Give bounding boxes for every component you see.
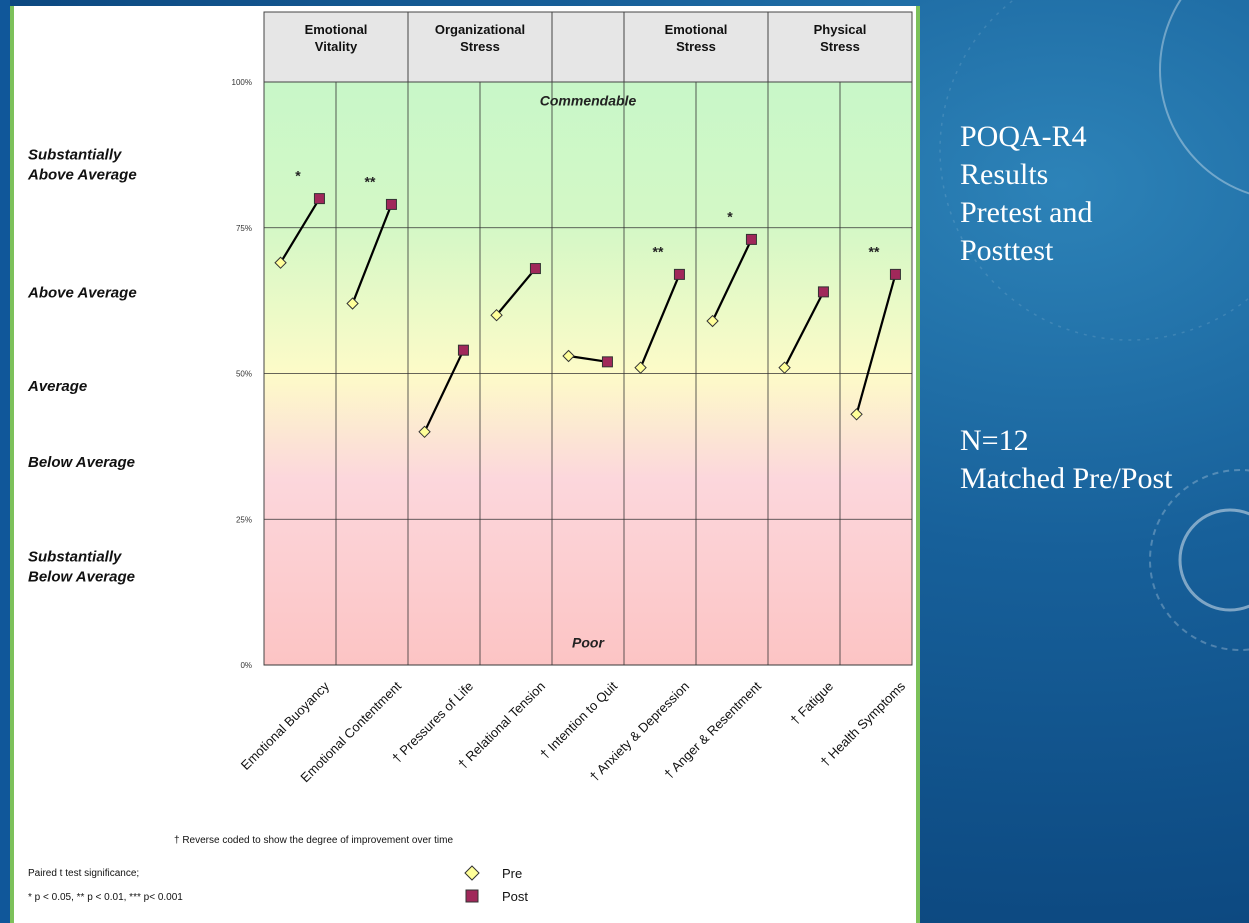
- performance-band-label: Below Average: [28, 454, 135, 471]
- legend-label: Post: [502, 889, 528, 904]
- performance-band-label: Above Average: [27, 285, 137, 302]
- title-line: Pretest and: [960, 196, 1093, 229]
- significance-mark: *: [727, 208, 733, 224]
- title-line: POQA-R4: [960, 120, 1087, 153]
- change-line: [783, 291, 825, 369]
- post-marker: [745, 233, 757, 245]
- legend-post-marker: [465, 889, 479, 903]
- group-header-label: Emotional Stress: [665, 22, 728, 54]
- pre-marker: [490, 308, 503, 322]
- deco-ring: [1178, 508, 1249, 612]
- y-tick-label: 50%: [236, 370, 252, 379]
- header-cell: [551, 11, 625, 83]
- significance-note: Paired t test significance;: [28, 868, 139, 879]
- pre-marker: [418, 425, 431, 439]
- significance-mark: *: [295, 168, 301, 184]
- chart-panel: Substantially Above Average Above Average A…: [10, 6, 920, 923]
- pre-marker: [634, 361, 647, 374]
- zone-label-top: Commendable: [540, 92, 637, 108]
- significance-note: * p < 0.05, ** p < 0.01, *** p< 0.001: [28, 892, 183, 903]
- change-line: [855, 274, 897, 415]
- sample-size-note: N=12 Matched Pre/Post: [960, 422, 1240, 498]
- header-cell: [623, 11, 769, 83]
- post-marker: [457, 344, 469, 356]
- group-header-label: Physical Stress: [814, 22, 867, 54]
- category-label: † Fatigue: [787, 679, 836, 728]
- group-header-label: Emotional Vitality: [305, 22, 368, 54]
- y-tick-label: 75%: [236, 224, 252, 233]
- post-marker: [889, 268, 901, 280]
- y-tick-label: 100%: [232, 78, 252, 87]
- sample-size-line: Matched Pre/Post: [960, 462, 1173, 495]
- pre-marker: [706, 314, 719, 328]
- performance-band-label: Substantially Below Average: [28, 549, 135, 586]
- deco-ring: [1149, 469, 1249, 651]
- slide-title: POQA-R4 Results Pretest and Posttest: [960, 118, 1220, 270]
- y-tick-label: 0%: [240, 661, 252, 670]
- post-marker: [673, 268, 685, 280]
- performance-band-label: Average: [27, 378, 87, 395]
- change-line: [495, 267, 537, 316]
- sample-size-line: N=12: [960, 424, 1029, 457]
- significance-mark: **: [365, 173, 376, 189]
- post-marker: [817, 286, 829, 298]
- header-cell: [263, 11, 409, 83]
- poqa-chart: Substantially Above Average Above Average A…: [27, 11, 913, 904]
- significance-mark: **: [869, 243, 880, 259]
- header-cell: [407, 11, 553, 83]
- group-header-label: Organizational Stress: [435, 22, 525, 54]
- pre-marker: [850, 408, 863, 421]
- reverse-coded-footnote: † Reverse coded to show the degree of im…: [174, 835, 453, 846]
- zone-label-bottom: Poor: [572, 635, 605, 651]
- pre-marker: [778, 361, 791, 374]
- legend-label: Pre: [502, 866, 522, 881]
- category-label: † Intention to Quit: [537, 678, 620, 761]
- pre-marker: [562, 349, 575, 363]
- pre-marker: [274, 256, 287, 269]
- post-marker: [601, 356, 613, 368]
- title-line: Results: [960, 158, 1049, 191]
- change-line: [568, 354, 608, 363]
- significance-mark: **: [653, 243, 664, 259]
- y-tick-label: 25%: [236, 515, 252, 524]
- change-line: [423, 349, 465, 433]
- legend-pre-marker: [464, 865, 480, 881]
- change-line: [279, 198, 321, 264]
- pre-marker: [346, 297, 359, 310]
- change-line: [711, 238, 753, 322]
- change-line: [639, 273, 681, 369]
- post-marker: [385, 198, 397, 210]
- deco-ring: [1159, 0, 1249, 195]
- title-line: Posttest: [960, 234, 1054, 267]
- slide-left-edge: [0, 0, 10, 923]
- change-line: [351, 204, 393, 304]
- performance-band-label: Substantially Above Average: [27, 146, 137, 183]
- header-cell: [767, 11, 913, 83]
- post-marker: [529, 263, 541, 275]
- post-marker: [313, 193, 325, 205]
- deco-ring: [939, 0, 1249, 341]
